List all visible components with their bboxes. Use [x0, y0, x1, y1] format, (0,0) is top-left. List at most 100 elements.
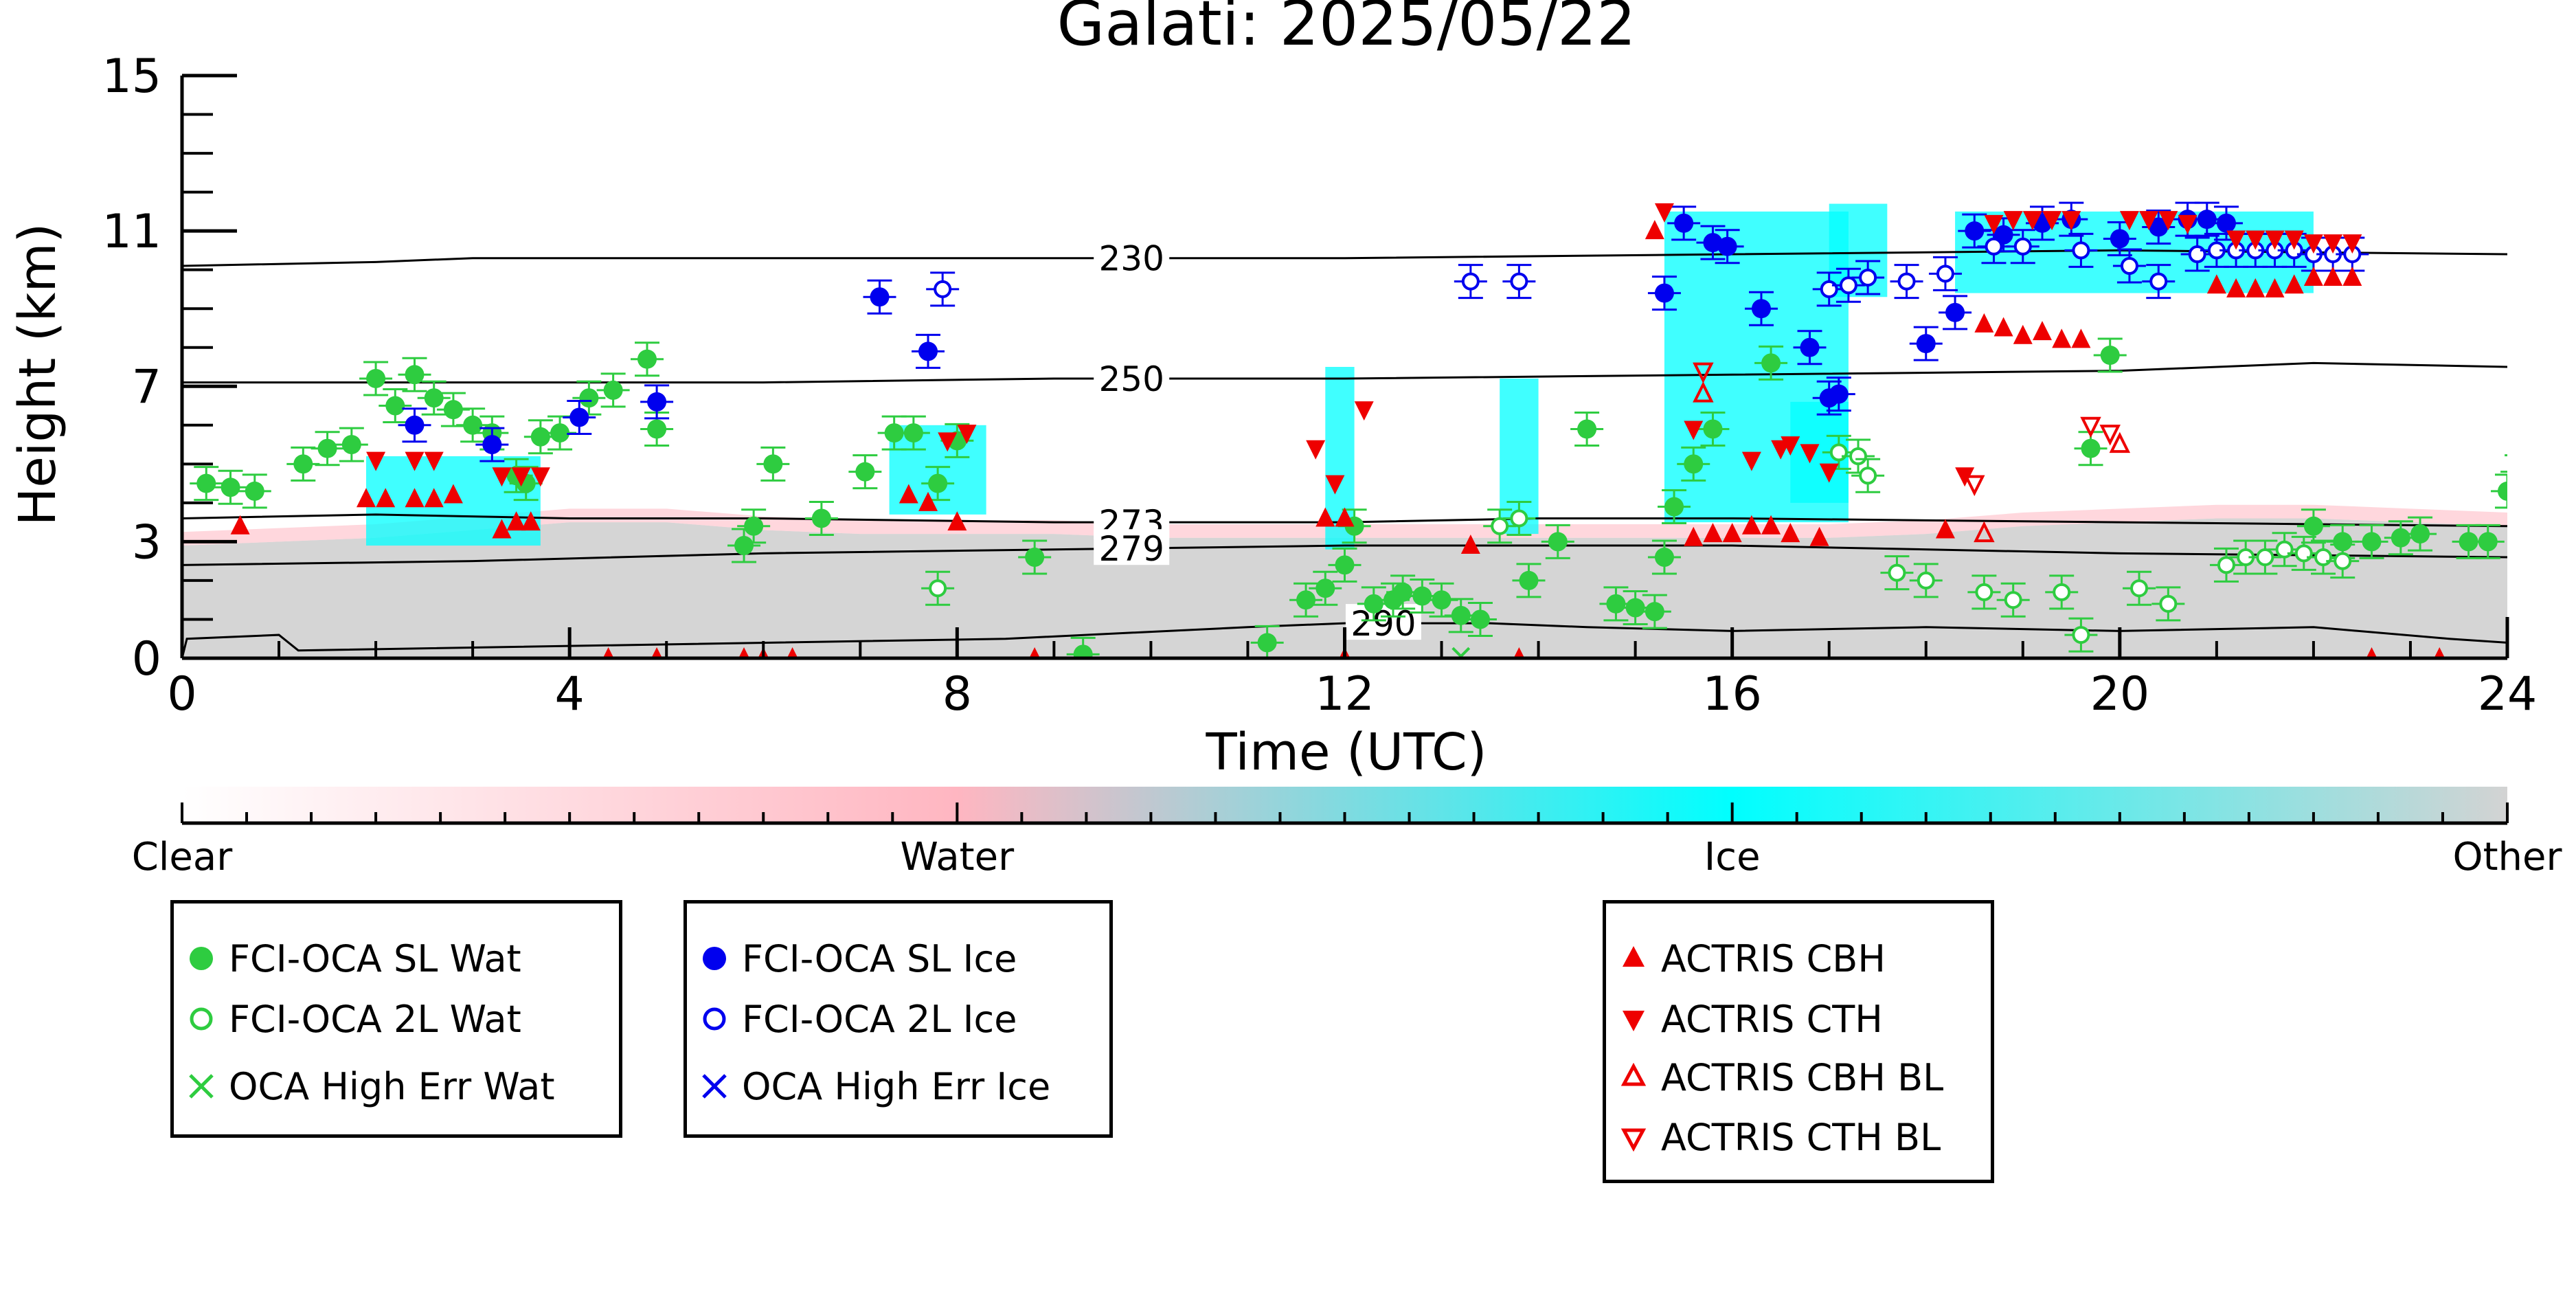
data-point [1674, 213, 1694, 233]
data-point [1829, 384, 1849, 404]
data-point [1257, 633, 1277, 653]
data-point [2159, 594, 2178, 613]
data-point [870, 287, 890, 307]
legend-label: FCI-OCA SL Wat [229, 936, 521, 980]
data-point [230, 515, 250, 535]
isotherm-label-bg [1094, 529, 1170, 565]
data-point [855, 462, 875, 482]
data-point [376, 488, 396, 508]
data-point [2188, 245, 2206, 264]
legend-label: ACTRIS CTH [1661, 997, 1883, 1041]
data-point [1315, 507, 1335, 527]
legend-label: FCI-OCA SL Ice [742, 936, 1017, 980]
data-point [2342, 266, 2362, 286]
data-point [2314, 548, 2333, 567]
legend-label: ACTRIS CBH [1661, 936, 1886, 980]
data-point [1510, 509, 1528, 528]
data-point [2459, 532, 2478, 552]
data-point [405, 415, 425, 435]
isotherm-line [182, 622, 2507, 658]
data-point [2323, 234, 2343, 254]
data-point [1654, 283, 1674, 303]
data-point [2284, 230, 2304, 250]
legend-item: FCI-OCA 2L Ice [687, 991, 1017, 1046]
y-axis-label: Height (km) [8, 223, 67, 526]
data-point [569, 407, 589, 427]
data-point [1684, 526, 1704, 546]
data-point [2246, 278, 2266, 298]
data-point [2498, 481, 2507, 501]
green-x-icon [189, 1074, 214, 1099]
x-tick-label: 8 [942, 667, 972, 721]
data-point [1025, 548, 1045, 568]
data-point [637, 349, 657, 369]
legend-label: OCA High Err Ice [742, 1064, 1051, 1108]
data-point [884, 423, 904, 443]
data-point [1722, 523, 1742, 543]
series-actris-cbh [230, 220, 2445, 658]
data-point [366, 451, 386, 471]
data-point [1654, 548, 1674, 568]
data-point [2178, 214, 2197, 234]
data-point [2197, 210, 2217, 229]
series-fci-oca-2l-wat [921, 434, 2360, 653]
data-point [506, 511, 526, 531]
data-point [492, 467, 512, 487]
legend-label: ACTRIS CBH BL [1661, 1055, 1944, 1099]
data-point [1916, 334, 1936, 354]
data-point [2149, 272, 2168, 291]
legend-item: FCI-OCA SL Wat [174, 931, 521, 986]
data-point [1897, 272, 1916, 291]
data-point [734, 536, 754, 556]
filled-green-circle-icon [190, 947, 213, 970]
data-point [2226, 278, 2246, 298]
data-point [1073, 644, 1093, 658]
data-point [1781, 436, 1800, 456]
series-fci-oca-sl-ice [398, 201, 2243, 462]
data-point [2303, 516, 2323, 536]
data-point [521, 511, 541, 531]
colorbar: Clear Water Ice Other [132, 787, 2562, 879]
data-point [317, 438, 337, 458]
data-point [1470, 609, 1490, 629]
isotherm-label-bg [1094, 359, 1170, 395]
data-point [424, 388, 444, 408]
data-point [1849, 447, 1868, 466]
data-point [2507, 462, 2527, 482]
data-point [2275, 540, 2294, 559]
data-point [2256, 548, 2274, 567]
data-point [2139, 211, 2159, 231]
data-point [385, 396, 405, 416]
data-point [2265, 278, 2285, 298]
data-points [190, 201, 2527, 658]
data-point [550, 423, 570, 443]
data-point [647, 419, 667, 439]
data-point [443, 484, 463, 504]
data-point [2110, 229, 2129, 249]
data-point [918, 341, 938, 361]
data-point [1974, 521, 1995, 543]
data-point [647, 392, 667, 412]
data-point [899, 484, 918, 504]
y-tick-label: 11 [102, 205, 161, 259]
data-point [947, 511, 967, 531]
data-point [2072, 626, 2090, 644]
data-point [1684, 420, 1704, 440]
data-point [2013, 324, 2033, 344]
data-point [1751, 299, 1771, 319]
data-point [1029, 647, 1041, 658]
data-point [1993, 317, 2013, 337]
data-point [424, 451, 444, 471]
data-point [2081, 438, 2101, 458]
filled-blue-circle-icon [703, 947, 726, 970]
data-point [1432, 590, 1451, 610]
data-point [1364, 594, 1383, 614]
colorbar-label: Ice [1704, 835, 1761, 879]
data-point [2333, 532, 2353, 552]
data-point [2284, 274, 2304, 294]
data-point [1625, 598, 1645, 618]
red-open-triangle-down-icon [1620, 1128, 1647, 1152]
data-point [1491, 517, 1509, 535]
x-tick-label: 20 [2090, 667, 2150, 721]
